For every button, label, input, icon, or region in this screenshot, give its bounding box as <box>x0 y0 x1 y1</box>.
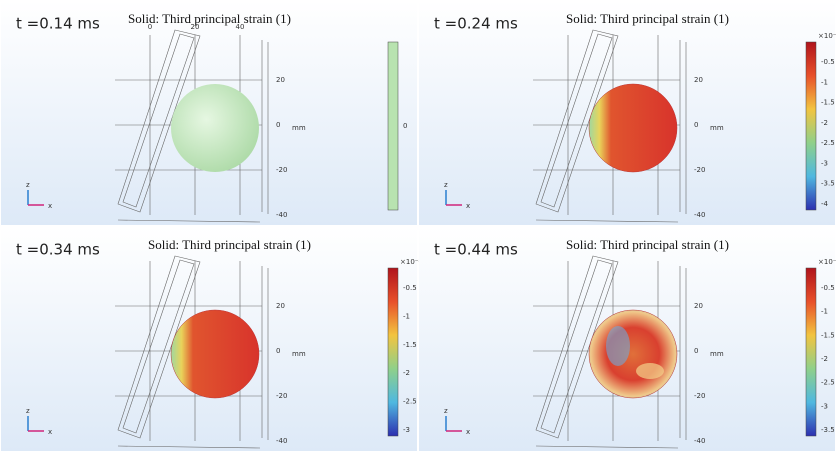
time-label: t =0.34 ms <box>16 241 100 259</box>
colorbar <box>388 42 398 210</box>
colorbar-label: -2 <box>403 369 410 377</box>
panel: t =0.14 ms Solid: Third principal strain … <box>1 1 417 225</box>
colorbar-label: -1.5 <box>821 331 835 339</box>
strain-patch <box>606 326 630 366</box>
colorbar <box>806 42 816 210</box>
plot-title: Solid: Third principal strain (1) <box>128 11 291 26</box>
colorbar-label: -2 <box>821 355 828 363</box>
axis-name: x <box>466 428 470 436</box>
axis-name: z <box>444 181 448 189</box>
colorbar-label: -0.5 <box>821 58 835 66</box>
colorbar-label: -1.5 <box>403 341 417 349</box>
scale-tick-label: 0 <box>276 347 280 355</box>
time-label: t =0.44 ms <box>434 241 518 259</box>
colorbar-label: -1 <box>821 78 828 86</box>
colorbar-label: -2.5 <box>403 398 417 406</box>
scale-unit: mm <box>710 350 724 358</box>
scale-unit: mm <box>710 124 724 132</box>
time-label: t =0.24 ms <box>434 15 518 33</box>
scale-unit: mm <box>292 350 306 358</box>
sphere <box>171 84 259 172</box>
colorbar-label: -4 <box>821 200 829 208</box>
top-tick-label: 20 <box>191 23 200 31</box>
colorbar-label: -1 <box>821 308 828 316</box>
colorbar-exponent: ×10⁻³ <box>818 32 836 40</box>
plot-title: Solid: Third principal strain (1) <box>566 237 729 252</box>
time-label: t =0.14 ms <box>16 15 100 33</box>
strain-patch <box>636 363 664 379</box>
scale-tick-label: 0 <box>276 121 280 129</box>
panel: t =0.34 ms Solid: Third principal strain … <box>1 227 421 451</box>
scale-tick-label: -20 <box>276 166 287 174</box>
colorbar-label: -1.5 <box>821 99 835 107</box>
panel: t =0.24 ms Solid: Third principal strain … <box>419 1 836 225</box>
axis-name: z <box>26 181 30 189</box>
scale-tick-label: -40 <box>694 437 705 445</box>
colorbar-exponent: ×10⁻³ <box>818 258 836 266</box>
plot-title: Solid: Third principal strain (1) <box>566 11 729 26</box>
scale-tick-label: 0 <box>694 121 698 129</box>
top-tick-label: 40 <box>236 23 245 31</box>
scale-tick-label: 0 <box>694 347 698 355</box>
scale-tick-label: -20 <box>276 392 287 400</box>
sphere <box>589 310 677 398</box>
sphere <box>589 84 677 172</box>
plot-title: Solid: Third principal strain (1) <box>148 237 311 252</box>
colorbar-label: 0 <box>403 122 407 130</box>
colorbar-exponent: ×10⁻³ <box>400 258 421 266</box>
colorbar-label: -2 <box>821 119 828 127</box>
scale-tick-label: -40 <box>694 211 705 219</box>
scale-unit: mm <box>292 124 306 132</box>
page: t =0.14 ms Solid: Third principal strain … <box>0 0 836 452</box>
colorbar-label: -1 <box>403 312 410 320</box>
colorbar-label: -3 <box>821 402 828 410</box>
colorbar-label: -3.5 <box>821 426 835 434</box>
sphere <box>171 310 259 398</box>
colorbar <box>388 268 398 436</box>
axis-name: z <box>26 407 30 415</box>
scale-tick-label: -20 <box>694 166 705 174</box>
scale-tick-label: 20 <box>694 76 703 84</box>
scale-tick-label: 20 <box>276 302 285 310</box>
top-tick-label: 0 <box>148 23 152 31</box>
colorbar-label: -2.5 <box>821 379 835 387</box>
panel: t =0.44 ms Solid: Third principal strain … <box>419 227 836 451</box>
scale-tick-label: -20 <box>694 392 705 400</box>
colorbar-label: -0.5 <box>403 284 417 292</box>
axis-name: x <box>466 202 470 210</box>
figure: t =0.14 ms Solid: Third principal strain … <box>0 0 836 452</box>
axis-name: z <box>444 407 448 415</box>
colorbar <box>806 268 816 436</box>
colorbar-label: -3 <box>821 159 828 167</box>
colorbar-label: -3 <box>403 426 410 434</box>
axis-name: x <box>48 428 52 436</box>
colorbar-label: -3.5 <box>821 180 835 188</box>
scale-tick-label: 20 <box>276 76 285 84</box>
scale-tick-label: -40 <box>276 437 287 445</box>
scale-tick-label: 20 <box>694 302 703 310</box>
scale-tick-label: -40 <box>276 211 287 219</box>
colorbar-label: -0.5 <box>821 284 835 292</box>
axis-name: x <box>48 202 52 210</box>
colorbar-label: -2.5 <box>821 139 835 147</box>
